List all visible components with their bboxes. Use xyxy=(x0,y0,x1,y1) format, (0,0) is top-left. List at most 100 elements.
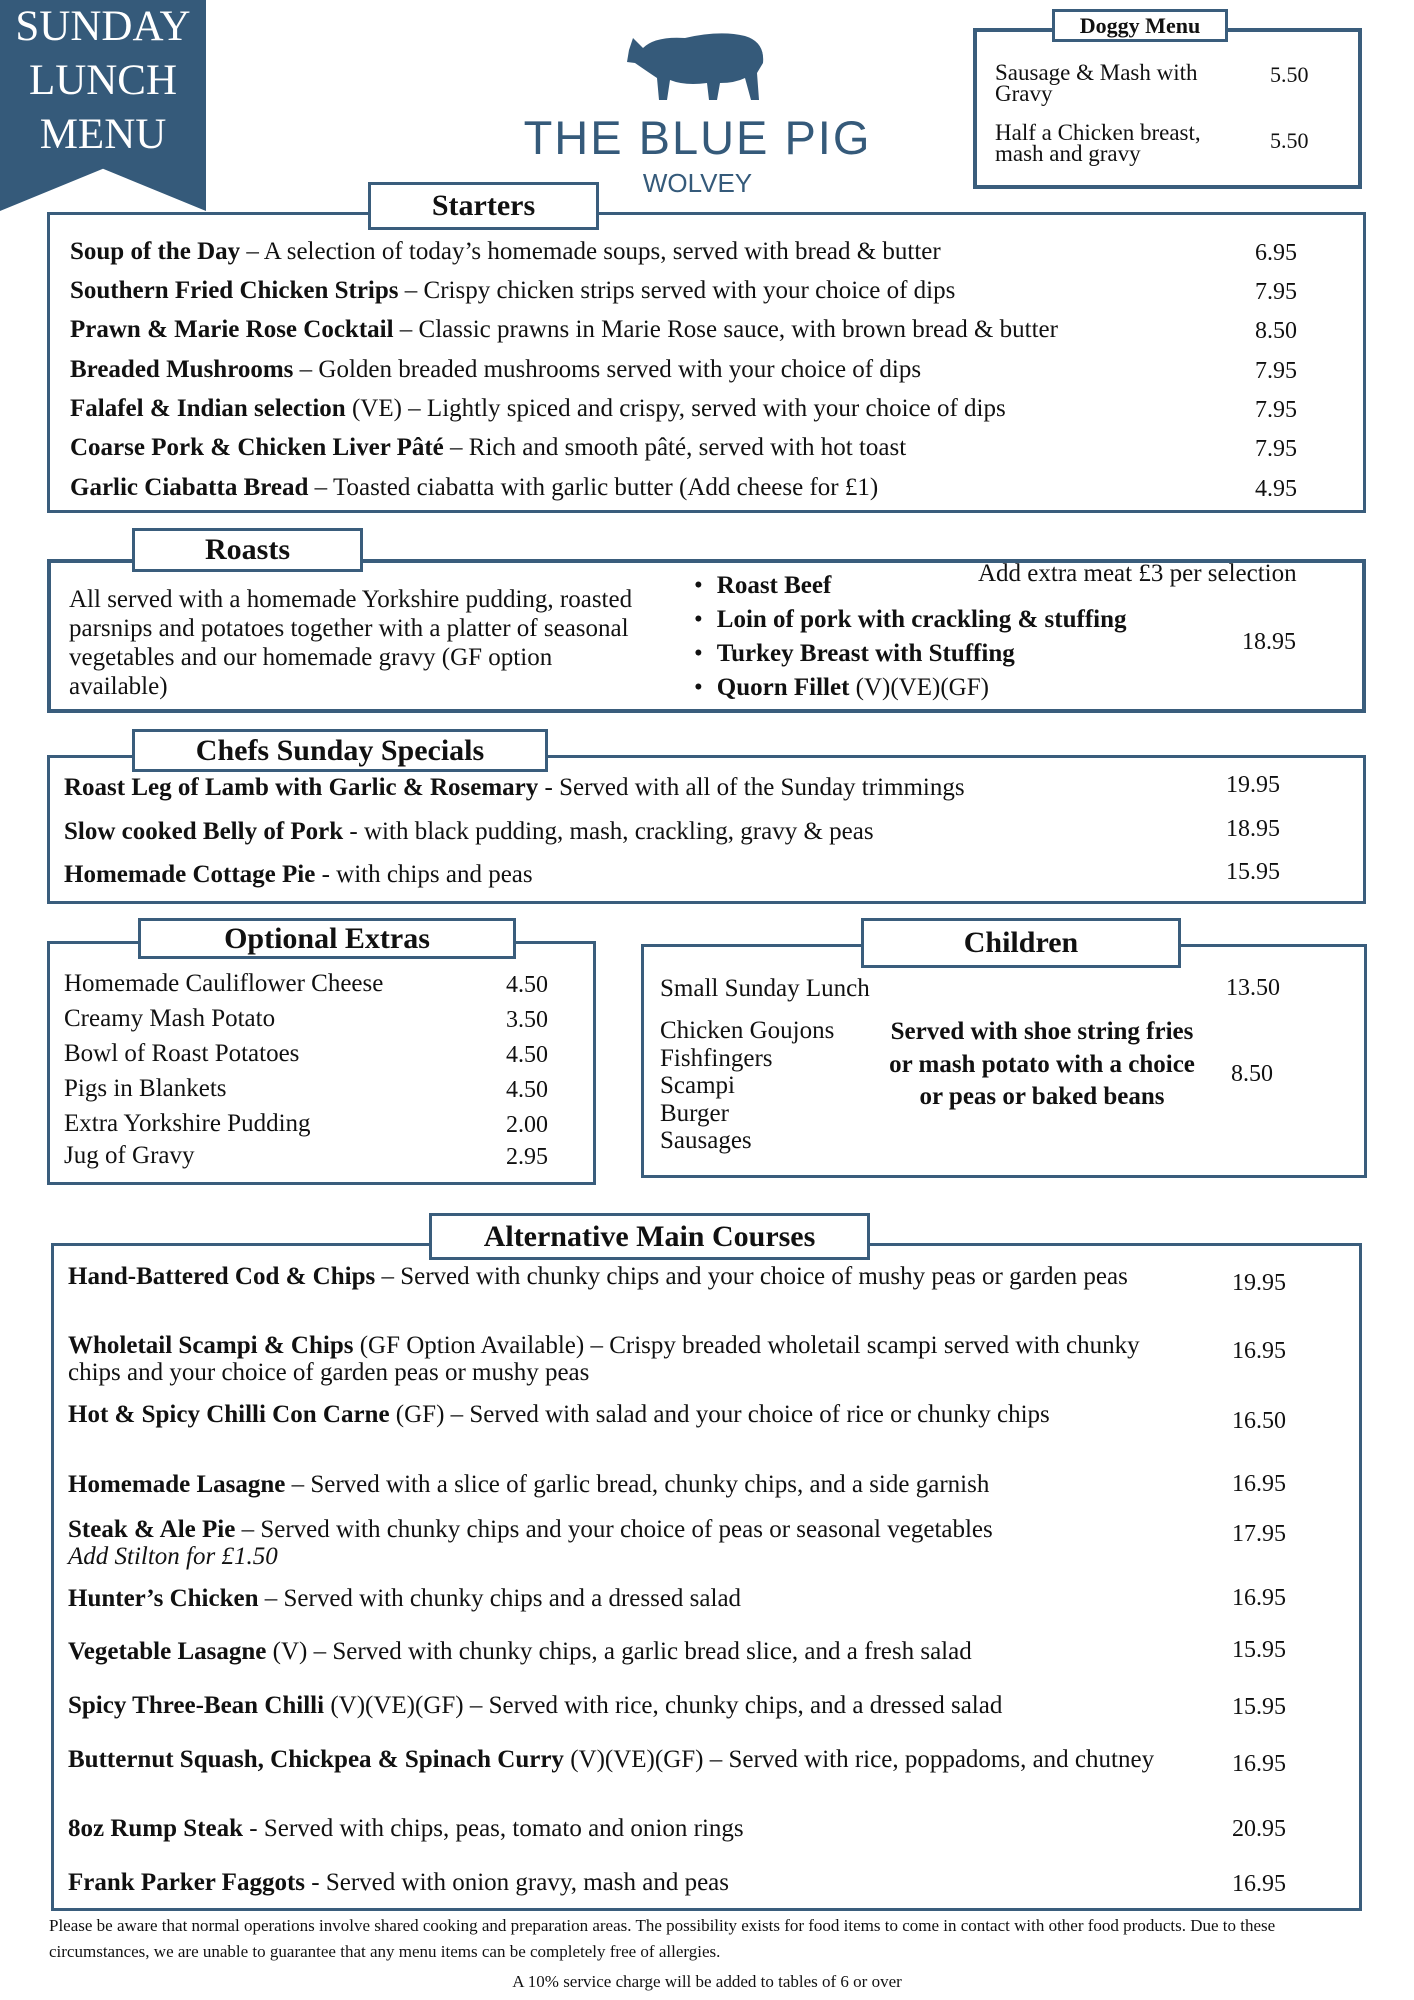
extra-price: 4.50 xyxy=(506,1077,548,1103)
small-sunday-lunch: Small Sunday Lunch xyxy=(660,975,870,1002)
menu-item: Homemade Cottage Pie - with chips and pe… xyxy=(64,861,1194,888)
menu-item: Hand-Battered Cod & Chips – Served with … xyxy=(68,1263,1188,1290)
item-price: 16.95 xyxy=(1232,1471,1286,1497)
item-price: 19.95 xyxy=(1226,772,1280,798)
roasts-box xyxy=(47,559,1366,713)
roast-name: Loin of pork with crackling & stuffing xyxy=(716,606,1127,633)
item-description: - with chips and peas xyxy=(315,861,533,888)
item-tag: (V)(VE)(GF) xyxy=(563,1746,704,1773)
bullet-icon: • xyxy=(694,640,703,667)
item-tag: (VE) xyxy=(345,395,402,422)
item-price: 15.95 xyxy=(1232,1694,1286,1720)
roasts-price: 18.95 xyxy=(1242,629,1296,655)
menu-item: Southern Fried Chicken Strips – Crispy c… xyxy=(70,277,1220,304)
item-description: – Served with a slice of garlic bread, c… xyxy=(285,1471,990,1498)
item-description: – Toasted ciabatta with garlic butter (A… xyxy=(308,474,879,501)
doggy-item: Half a Chicken breast, mash and gravy xyxy=(995,120,1201,166)
bullet-icon: • xyxy=(694,674,703,701)
menu-item: Coarse Pork & Chicken Liver Pâté – Rich … xyxy=(70,434,1220,461)
menu-item: Slow cooked Belly of Pork - with black p… xyxy=(64,818,1194,845)
item-name: Slow cooked Belly of Pork xyxy=(64,818,344,845)
banner-line: MENU xyxy=(39,111,167,158)
mains-title: Alternative Main Courses xyxy=(429,1213,870,1260)
item-tag: (GF Option Available) xyxy=(353,1332,585,1359)
item-price: 6.95 xyxy=(1255,240,1297,266)
item-description: – Served with rice, poppadoms, and chutn… xyxy=(703,1746,1155,1773)
bullet-icon: • xyxy=(694,606,703,633)
item-name: Hunter’s Chicken xyxy=(68,1585,259,1612)
item-name: Soup of the Day xyxy=(70,238,241,265)
item-description: - Served with chips, peas, tomato and on… xyxy=(243,1815,744,1842)
item-name: Frank Parker Faggots xyxy=(68,1869,306,1896)
sunday-lunch-banner: SUNDAY LUNCH MENU xyxy=(0,0,206,211)
children-item: Burger xyxy=(660,1099,729,1127)
extra-item: Jug of Gravy xyxy=(64,1142,195,1169)
item-name: Southern Fried Chicken Strips xyxy=(70,277,399,304)
item-name: Homemade Cottage Pie xyxy=(64,861,316,888)
roast-name: Roast Beef xyxy=(716,572,832,599)
item-price: 16.50 xyxy=(1232,1408,1286,1434)
item-price: 15.95 xyxy=(1232,1637,1286,1663)
banner-line: LUNCH xyxy=(28,57,178,104)
menu-item: Prawn & Marie Rose Cocktail – Classic pr… xyxy=(70,316,1220,343)
item-price: 16.95 xyxy=(1232,1585,1286,1611)
extra-price: 2.95 xyxy=(506,1144,548,1170)
children-price: 8.50 xyxy=(1231,1061,1273,1087)
menu-item: Wholetail Scampi & Chips (GF Option Avai… xyxy=(68,1332,1188,1386)
item-description: – Crispy chicken strips served with your… xyxy=(398,277,956,304)
item-description: – A selection of today’s homemade soups,… xyxy=(240,238,941,265)
children-item: Scampi xyxy=(660,1072,735,1099)
small-sunday-lunch-price: 13.50 xyxy=(1226,975,1280,1001)
item-description: – Crispy breaded wholetail scampi served… xyxy=(68,1332,1140,1386)
menu-item: Butternut Squash, Chickpea & Spinach Cur… xyxy=(68,1746,1188,1773)
menu-item: Homemade Lasagne – Served with a slice o… xyxy=(68,1471,1188,1498)
banner-line: SUNDAY xyxy=(15,3,191,50)
item-name: Spicy Three-Bean Chilli xyxy=(68,1692,325,1719)
extra-item: Bowl of Roast Potatoes xyxy=(64,1040,300,1067)
item-name: Homemade Lasagne xyxy=(68,1471,286,1498)
roast-option: • Roast Beef xyxy=(694,572,831,599)
item-description: - Served with all of the Sunday trimming… xyxy=(538,774,965,801)
item-description: – Served with chunky chips and your choi… xyxy=(375,1263,1128,1290)
children-title: Children xyxy=(861,918,1181,968)
item-price: 15.95 xyxy=(1226,859,1280,885)
roast-name: Quorn Fillet xyxy=(716,674,850,701)
menu-item: Hot & Spicy Chilli Con Carne (GF) – Serv… xyxy=(68,1401,1188,1428)
item-price: 18.95 xyxy=(1226,816,1280,842)
item-name: Garlic Ciabatta Bread xyxy=(70,474,309,501)
item-price: 19.95 xyxy=(1232,1270,1286,1296)
doggy-price: 5.50 xyxy=(1270,62,1309,87)
item-price: 8.50 xyxy=(1255,318,1297,344)
item-name: Vegetable Lasagne xyxy=(68,1638,267,1665)
extra-item: Homemade Cauliflower Cheese xyxy=(64,970,384,997)
children-item: Sausages xyxy=(660,1127,752,1154)
starters-box xyxy=(47,212,1366,513)
item-description: – Served with salad and your choice of r… xyxy=(444,1401,1050,1428)
bullet-icon: • xyxy=(694,572,703,599)
item-price: 7.95 xyxy=(1255,358,1297,384)
doggy-price: 5.50 xyxy=(1270,128,1309,153)
item-name: Wholetail Scampi & Chips xyxy=(68,1332,354,1359)
extra-item: Pigs in Blankets xyxy=(64,1075,227,1102)
roasts-extra-meat: Add extra meat £3 per selection xyxy=(978,560,1297,587)
roast-name: Turkey Breast with Stuffing xyxy=(716,640,1015,667)
extra-price: 4.50 xyxy=(506,1042,548,1068)
starters-title: Starters xyxy=(368,182,599,230)
menu-item: Garlic Ciabatta Bread – Toasted ciabatta… xyxy=(70,474,1220,501)
doggy-menu-title: Doggy Menu xyxy=(1052,9,1228,42)
item-price: 16.95 xyxy=(1232,1871,1286,1897)
roasts-description: All served with a homemade Yorkshire pud… xyxy=(69,586,633,700)
menu-item: 8oz Rump Steak - Served with chips, peas… xyxy=(68,1815,1188,1842)
roast-option: • Turkey Breast with Stuffing xyxy=(694,640,1015,667)
roasts-title: Roasts xyxy=(132,528,363,572)
item-name: 8oz Rump Steak xyxy=(68,1815,244,1842)
item-name: Breaded Mushrooms xyxy=(70,356,294,383)
logo-location: WOLVEY xyxy=(642,168,753,198)
specials-box xyxy=(47,755,1366,904)
item-tag: (GF) xyxy=(389,1401,445,1428)
item-note: Add Stilton for £1.50 xyxy=(68,1543,278,1570)
item-price: 7.95 xyxy=(1255,279,1297,305)
item-name: Steak & Ale Pie xyxy=(68,1516,236,1543)
item-price: 16.95 xyxy=(1232,1338,1286,1364)
item-price: 16.95 xyxy=(1232,1751,1286,1777)
